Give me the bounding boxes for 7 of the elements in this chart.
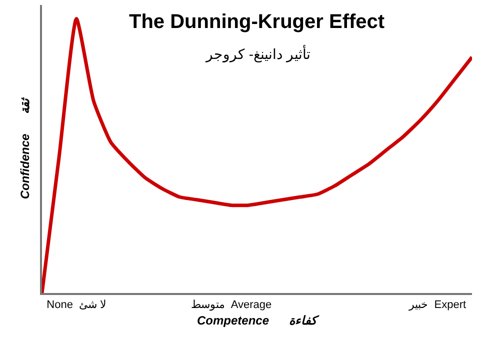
x-axis-title: Competence كفاءة (196, 314, 320, 328)
text: تأثير دانينغ- كروجر (205, 44, 310, 63)
x-tick-label: خبير Expert (408, 299, 466, 312)
x-tick-label: None لا شئ (46, 299, 106, 312)
x-tick-label: متوسط Average (190, 299, 272, 312)
y-axis-title: Confidence ثقة (18, 96, 32, 200)
chart-title: The Dunning-Kruger Effect (129, 11, 385, 33)
